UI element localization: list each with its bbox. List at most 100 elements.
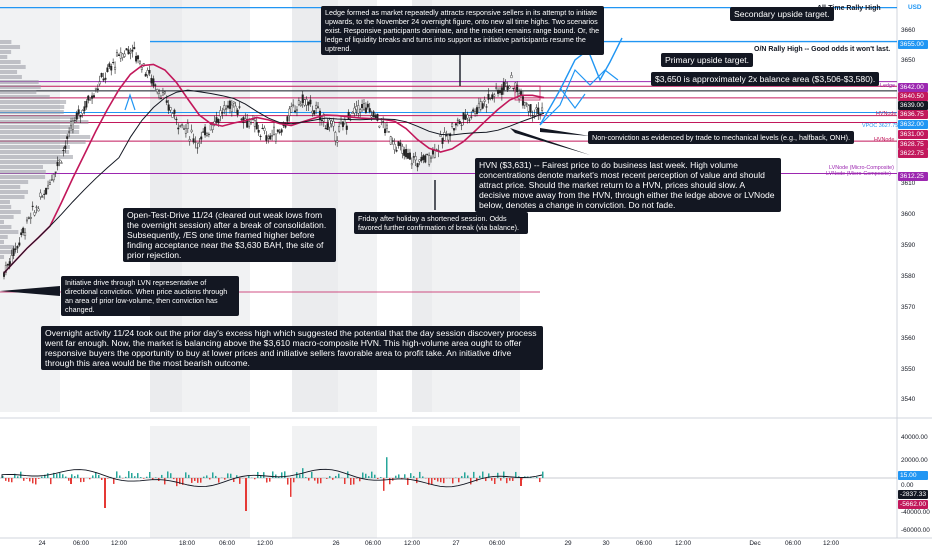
candle-body (443, 132, 446, 141)
candle-body (227, 105, 230, 108)
x-tick-16: 06:00 (785, 540, 801, 547)
projection-path-3 (559, 87, 586, 110)
candle-body (207, 133, 210, 135)
candle-body (393, 143, 396, 150)
candle-body (259, 135, 262, 137)
candle-body (140, 67, 143, 70)
candle-body (322, 113, 325, 122)
candle-body (115, 52, 118, 57)
volume-bar (146, 476, 148, 478)
candle-body (278, 131, 281, 133)
candle-body (112, 62, 115, 64)
candle-body (295, 109, 298, 111)
x-tick-3: 18:00 (179, 540, 195, 547)
candle-body (439, 134, 442, 137)
profile-bar (0, 65, 26, 69)
volume-bar (386, 457, 388, 478)
candle-body (340, 122, 343, 125)
profile-bar (0, 170, 46, 174)
candle-body (129, 51, 132, 54)
pointer-triangle (0, 286, 60, 296)
candle-body (98, 81, 101, 85)
candle-body (326, 123, 329, 130)
x-tick-5: 12:00 (257, 540, 273, 547)
candle-body (376, 113, 379, 121)
x-tick-10: 06:00 (489, 540, 505, 547)
volume-bar (152, 478, 154, 480)
volume-bar (257, 471, 259, 478)
x-tick-15: Dec (749, 540, 761, 547)
candle-body (81, 110, 84, 114)
volume-bar (41, 476, 43, 478)
candle-body (389, 136, 392, 145)
candle-body (50, 179, 53, 181)
volume-bar (509, 478, 511, 481)
profile-bar (0, 145, 70, 149)
volume-bar (488, 473, 490, 478)
candle-body (87, 95, 90, 101)
volume-bar (77, 474, 79, 478)
x-tick-0: 24 (38, 540, 46, 547)
volume-bar (383, 478, 385, 491)
y-tick-3550: 3550 (901, 366, 916, 373)
candle-body (401, 146, 404, 154)
volume-bar (149, 471, 151, 478)
candle-body (274, 133, 277, 142)
candle-body (407, 153, 410, 159)
level-label-hvnode-1: HVNode (876, 111, 897, 117)
tag-3631: 3631.00 (898, 130, 928, 139)
ma-slow-line (3, 89, 545, 274)
volume-bar (308, 478, 310, 481)
candle-body (70, 121, 73, 126)
candle-body (441, 137, 444, 145)
candle-body (361, 104, 364, 109)
x-tick-12: 30 (602, 540, 610, 547)
candle-body (43, 193, 46, 195)
candle-body (428, 155, 431, 165)
profile-bar (0, 195, 25, 199)
candle-body (20, 232, 23, 236)
candle-body (370, 115, 373, 118)
candle-body (119, 52, 122, 59)
volume-bar (422, 476, 424, 478)
candle-body (225, 108, 228, 110)
y-tick-3590: 3590 (901, 242, 916, 249)
profile-bar (0, 155, 73, 159)
volume-bar (515, 471, 517, 478)
volume-bar (134, 476, 136, 478)
profile-bar (0, 205, 12, 209)
candle-body (24, 232, 27, 236)
volume-bar (305, 477, 307, 478)
volume-bar (83, 478, 85, 482)
volume-bar (491, 478, 493, 481)
candle-body (408, 152, 411, 160)
volume-bar (284, 471, 286, 478)
candle-body (73, 119, 76, 121)
profile-bar (0, 105, 65, 109)
volume-bar (443, 478, 445, 484)
volume-bar (377, 478, 379, 480)
note-overnight: Overnight activity 11/24 took out the pr… (41, 326, 543, 370)
pointer-triangle (540, 128, 590, 136)
note-hvn: HVN ($3,631) -- Fairest price to do busi… (475, 158, 781, 212)
volume-bar (17, 476, 19, 478)
volume-bar (161, 474, 163, 478)
candle-body (54, 171, 57, 173)
candle-body (169, 107, 172, 111)
note-secondary-target: Secondary upside target. (730, 7, 834, 21)
candle-body (500, 87, 503, 95)
candle-body (228, 100, 231, 109)
volume-bar (62, 474, 64, 478)
volume-bar (470, 478, 472, 485)
candle-body (211, 124, 214, 130)
candle-body (154, 84, 157, 86)
candle-body (508, 86, 511, 89)
candle-body (531, 115, 534, 117)
tag-3632: 3632.00 (898, 120, 928, 129)
volume-bar (215, 475, 217, 478)
vol-tag-15: 15.00 (898, 471, 928, 480)
candle-body (357, 105, 360, 114)
candle-body (426, 153, 429, 155)
x-tick-2: 12:00 (111, 540, 127, 547)
candle-body (248, 121, 251, 127)
